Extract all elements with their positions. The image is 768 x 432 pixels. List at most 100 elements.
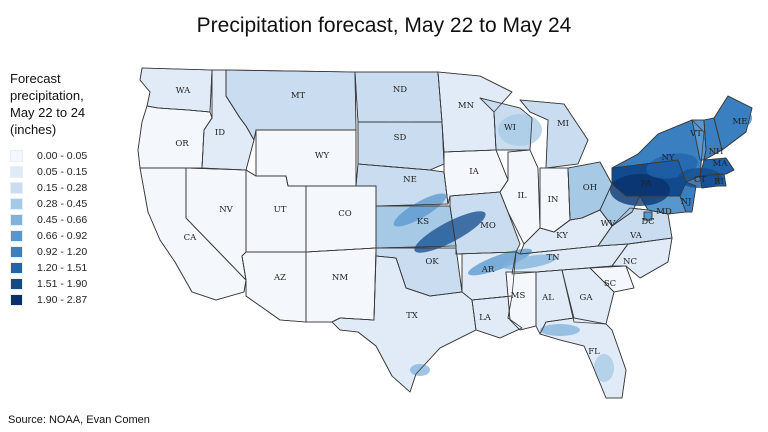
state-label-az: AZ <box>273 273 286 283</box>
state-label-ks: KS <box>417 217 429 227</box>
state-label-tn: TN <box>546 253 560 263</box>
legend-item: 1.51 - 1.90 <box>10 276 87 292</box>
state-label-ar: AR <box>481 265 495 275</box>
precipitation-blob <box>610 174 670 206</box>
state-label-wa: WA <box>176 86 191 96</box>
state-border <box>679 181 697 213</box>
state-label-fl: FL <box>588 347 600 357</box>
precipitation-blob <box>540 324 580 336</box>
state-label-oh: OH <box>583 183 597 193</box>
state-label-pa: PA <box>640 179 652 189</box>
precipitation-blob <box>270 84 330 108</box>
legend-label: 1.51 - 1.90 <box>37 278 88 290</box>
state-az <box>241 251 307 323</box>
legend-item: 0.28 - 0.45 <box>10 196 87 212</box>
state-label-il: IL <box>517 191 526 201</box>
state-label-wi: WI <box>504 123 516 133</box>
legend-title: Forecast precipitation, May 22 to 24 (in… <box>10 70 130 138</box>
state-label-mi: MI <box>557 119 569 129</box>
state-label-wv: WV <box>601 219 617 229</box>
state-label-nd: ND <box>393 85 407 95</box>
state-label-mt: MT <box>291 91 306 101</box>
legend-swatch <box>10 294 23 306</box>
legend-swatch <box>10 230 23 242</box>
precipitation-blob <box>502 254 558 270</box>
precipitation-blob <box>414 211 486 253</box>
state-border <box>225 69 357 141</box>
state-label-nv: NV <box>219 205 233 215</box>
state-label-id: ID <box>215 128 225 138</box>
precipitation-blob <box>162 80 198 100</box>
state-label-la: LA <box>479 313 492 323</box>
legend-item: 1.90 - 2.87 <box>10 292 87 308</box>
legend-item: 0.92 - 1.20 <box>10 244 87 260</box>
state-label-in: IN <box>548 195 559 205</box>
legend-swatch <box>10 166 23 178</box>
legend-item: 0.15 - 0.28 <box>10 180 87 196</box>
legend-label: 0.05 - 0.15 <box>37 166 88 178</box>
state-border <box>355 163 449 207</box>
legend-item: 1.20 - 1.51 <box>10 260 87 276</box>
legend-swatch <box>10 150 23 162</box>
legend-label: 0.15 - 0.28 <box>37 182 88 194</box>
legend-swatch <box>10 278 23 290</box>
legend-swatch <box>10 214 23 226</box>
state-label-ms: MS <box>511 291 526 301</box>
state-label-ri: RI <box>714 177 724 187</box>
state-label-mn: MN <box>458 101 475 111</box>
state-label-or: OR <box>175 139 189 149</box>
legend-item: 0.05 - 0.15 <box>10 164 87 180</box>
legend-label: 0.00 - 0.05 <box>37 150 88 162</box>
state-label-nc: NC <box>623 257 637 267</box>
legend-swatch <box>10 262 23 274</box>
state-label-md: MD <box>656 207 672 217</box>
state-border <box>357 121 445 171</box>
state-label-co: CO <box>338 209 352 219</box>
state-label-nj: NJ <box>681 197 692 207</box>
state-label-vt: VT <box>689 129 702 139</box>
state-label-sc: SC <box>604 279 616 289</box>
state-label-ia: IA <box>469 167 479 177</box>
legend-title-line: precipitation, <box>10 88 84 103</box>
legend: 0.00 - 0.05 0.05 - 0.15 0.15 - 0.28 0.28 - … <box>10 148 87 308</box>
state-border <box>703 117 723 161</box>
legend-swatch <box>10 198 23 210</box>
state-label-ky: KY <box>556 231 568 241</box>
state-label-nh: NH <box>709 147 724 157</box>
legend-label: 0.28 - 0.45 <box>37 198 88 210</box>
state-border <box>471 295 523 339</box>
legend-label: 1.90 - 2.87 <box>37 294 88 306</box>
state-label-ok: OK <box>425 257 439 267</box>
precipitation-blob <box>594 354 614 382</box>
legend-item: 0.66 - 0.92 <box>10 228 87 244</box>
state-label-me: ME <box>733 117 748 127</box>
precipitation-blob <box>728 108 752 128</box>
state-border <box>639 195 687 215</box>
state-border <box>561 267 615 325</box>
state-border <box>539 317 627 399</box>
legend-label: 1.20 - 1.51 <box>37 262 88 274</box>
state-labels: WA OR CA ID NV MT WY UT AZ CO NM ND SD NE KS OK TX MN IA MO… <box>175 85 747 357</box>
state-border <box>589 265 635 293</box>
state-label-dc: DC <box>641 217 654 227</box>
state-label-al: AL <box>541 293 554 303</box>
legend-item: 0.00 - 0.05 <box>10 148 87 164</box>
legend-label: 0.66 - 0.92 <box>37 230 88 242</box>
state-border <box>505 271 537 331</box>
state-label-sd: SD <box>394 133 407 143</box>
legend-title-line: (inches) <box>10 122 57 137</box>
state-label-va: VA <box>629 231 643 241</box>
legend-item: 0.45 - 0.66 <box>10 212 87 228</box>
state-border <box>713 95 753 151</box>
state-label-ca: CA <box>184 233 198 243</box>
map-title: Precipitation forecast, May 22 to May 24 <box>196 14 572 37</box>
state-label-ne: NE <box>403 175 417 185</box>
state-label-ct: CT <box>694 175 707 185</box>
legend-label: 0.45 - 0.66 <box>37 214 88 226</box>
state-border <box>699 157 735 177</box>
state-or <box>137 105 213 169</box>
state-co <box>305 185 377 253</box>
state-label-mo: MO <box>480 221 496 231</box>
state-border <box>331 255 477 393</box>
